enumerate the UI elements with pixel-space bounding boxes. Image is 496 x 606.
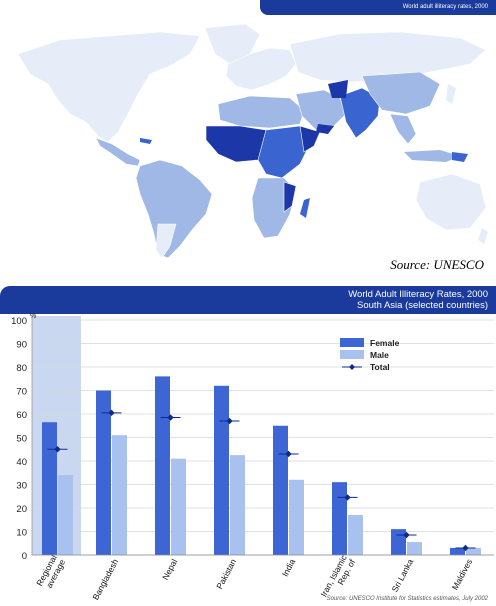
total-marker xyxy=(285,450,292,458)
y-tick-label: 90 xyxy=(16,340,27,351)
y-axis-label: % xyxy=(30,313,36,320)
map-indonesia xyxy=(404,150,460,162)
map-pakistan xyxy=(328,80,348,98)
map-australia xyxy=(415,173,487,231)
legend-label-female: Female xyxy=(370,338,400,348)
bar-female xyxy=(450,547,465,555)
bar-male xyxy=(171,458,186,555)
category-label: Nepal xyxy=(160,557,179,581)
bar-male xyxy=(230,455,245,555)
bar-male xyxy=(466,547,481,555)
chart-source: Source: UNESCO Institute for Statistics … xyxy=(326,596,488,602)
category-label: Pakistan xyxy=(214,557,238,591)
total-marker xyxy=(226,417,233,425)
chart-subtitle: South Asia (selected countries) xyxy=(357,300,488,311)
map-panel: World adult illiteracy rates, 2000 Sourc… xyxy=(0,0,496,280)
legend-label-total: Total xyxy=(370,362,390,372)
map-yemen xyxy=(316,124,334,134)
category-label: Sri Lanka xyxy=(390,557,416,594)
map-caribbean xyxy=(140,138,152,144)
map-north-america xyxy=(17,31,201,143)
bar-female xyxy=(273,425,288,555)
map-central-america xyxy=(95,137,141,167)
y-tick-label: 30 xyxy=(16,481,27,492)
chart-header: World Adult Illiteracy Rates, 2000 South… xyxy=(0,286,496,314)
total-marker xyxy=(344,494,351,501)
map-nz xyxy=(478,228,488,244)
map-middle-east xyxy=(295,89,347,131)
y-tick-label: 50 xyxy=(16,434,27,445)
total-marker xyxy=(167,414,174,421)
y-tick-label: 10 xyxy=(16,528,27,539)
chart-title: World Adult Illiteracy Rates, 2000 xyxy=(348,289,488,300)
total-marker xyxy=(108,409,115,417)
map-japan xyxy=(446,84,456,104)
y-tick-label: 80 xyxy=(16,363,27,374)
map-china xyxy=(361,71,441,115)
legend-label-male: Male xyxy=(370,350,389,360)
bar-female xyxy=(332,482,347,555)
legend-swatch-total xyxy=(349,364,355,370)
map-south-america xyxy=(135,159,213,259)
map-north-africa xyxy=(217,95,305,129)
world-map xyxy=(17,23,488,259)
total-marker xyxy=(462,544,469,552)
map-south-asia xyxy=(339,87,381,139)
bar-male xyxy=(407,542,422,555)
map-mozambique xyxy=(283,181,297,213)
category-label: India xyxy=(280,557,298,578)
y-tick-label: 20 xyxy=(16,504,27,515)
bar-male xyxy=(112,435,127,555)
bar-female xyxy=(155,376,170,555)
map-south-america-south xyxy=(155,223,177,259)
map-horn-africa xyxy=(299,125,321,153)
legend-swatch-male xyxy=(340,350,364,359)
category-label: Regionalaverage xyxy=(34,553,67,592)
y-tick-label: 0 xyxy=(22,551,27,562)
y-tick-label: 100 xyxy=(11,316,27,327)
legend-swatch-female xyxy=(340,338,364,347)
bar-female xyxy=(42,422,57,555)
total-marker xyxy=(54,446,61,453)
map-north-asia xyxy=(289,31,487,83)
map-se-asia xyxy=(389,113,417,145)
map-papua xyxy=(452,152,468,162)
map-madagascar xyxy=(300,198,310,218)
category-label: Bangladesh xyxy=(90,557,120,602)
map-europe xyxy=(225,47,297,91)
bar-male xyxy=(348,515,363,555)
bar-male xyxy=(289,479,304,555)
bar-female xyxy=(391,529,406,555)
bar-male xyxy=(58,475,73,555)
bar-female xyxy=(214,385,229,555)
bar-female xyxy=(96,390,111,555)
map-source: Source: UNESCO xyxy=(390,257,484,272)
y-tick-label: 40 xyxy=(16,457,27,468)
category-label: Maldives xyxy=(450,557,475,591)
total-marker xyxy=(403,531,410,539)
y-tick-label: 60 xyxy=(16,410,27,421)
map-header: World adult illiteracy rates, 2000 xyxy=(260,0,496,15)
y-tick-label: 70 xyxy=(16,387,27,398)
